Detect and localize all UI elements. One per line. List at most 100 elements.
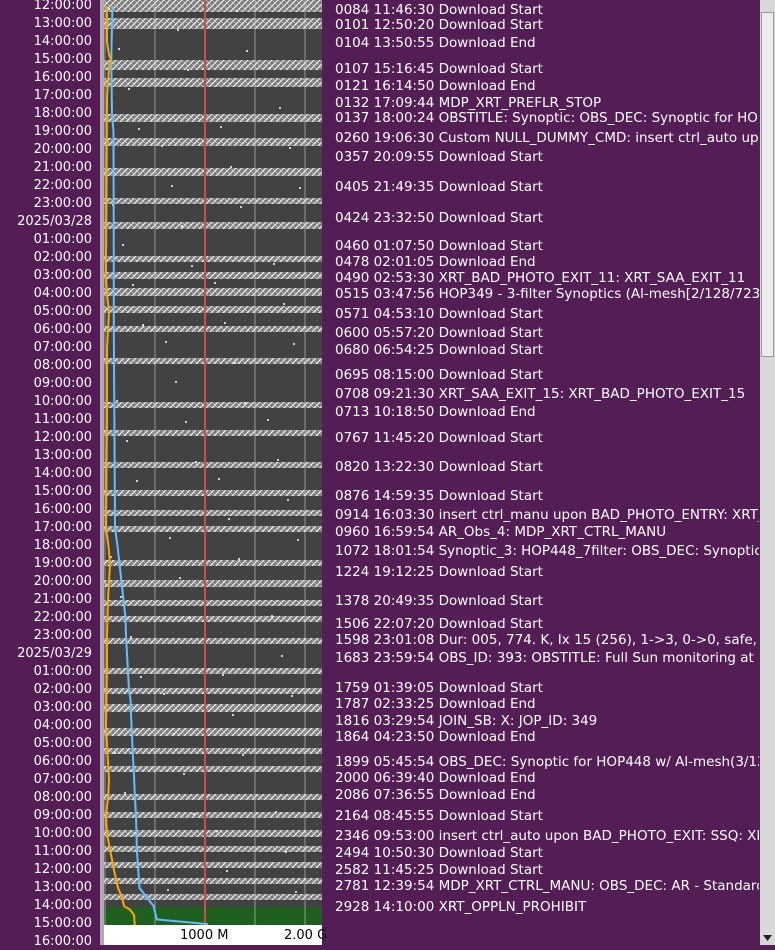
download-band: [104, 580, 322, 587]
download-band: [104, 878, 322, 884]
sample-dot: [122, 244, 124, 246]
sample-dot: [130, 636, 132, 638]
sample-dot: [220, 126, 222, 128]
time-label: 20:00:00: [33, 574, 92, 589]
time-label: 09:00:00: [33, 808, 92, 823]
event-item: 2582 11:45:25 Download Start: [335, 861, 543, 878]
time-label: 2025/03/29: [17, 646, 92, 661]
time-label: 04:00:00: [33, 286, 92, 301]
time-label: 21:00:00: [33, 160, 92, 175]
download-band: [104, 358, 322, 364]
time-label: 11:00:00: [33, 412, 92, 427]
time-label: 20:00:00: [33, 142, 92, 157]
event-item: 1378 20:49:35 Download Start: [335, 592, 543, 609]
download-band: [104, 704, 322, 712]
event-item: 1759 01:39:05 Download Start: [335, 679, 543, 696]
event-item: 0876 14:59:35 Download Start: [335, 487, 543, 504]
event-item: 0424 23:32:50 Download Start: [335, 209, 543, 226]
event-item: 1224 19:12:25 Download Start: [335, 563, 543, 580]
download-band: [104, 430, 322, 436]
scroll-thumb[interactable]: [761, 12, 774, 357]
sample-dot: [142, 324, 144, 326]
event-item: 0960 16:59:54 AR_Obs_4: MDP_XRT_CTRL_MAN…: [335, 523, 667, 540]
time-label: 11:00:00: [33, 844, 92, 859]
time-label: 17:00:00: [33, 88, 92, 103]
download-band: [104, 894, 322, 900]
download-band: [104, 490, 322, 496]
sample-dot: [161, 145, 163, 147]
download-band: [104, 18, 322, 29]
event-item: 0490 02:53:30 XRT_BAD_PHOTO_EXIT_11: XRT…: [335, 270, 746, 287]
download-band: [104, 272, 322, 279]
time-label: 09:00:00: [33, 376, 92, 391]
sample-dot: [173, 733, 175, 735]
sample-dot: [136, 480, 138, 482]
cumulative-volume-line: [110, 5, 208, 925]
event-item: 0132 17:09:44 MDP_XRT_PREFLR_STOP: [335, 94, 602, 111]
sample-dot: [110, 556, 112, 558]
sample-dot: [285, 851, 287, 853]
time-label: 03:00:00: [33, 700, 92, 715]
download-band: [104, 114, 322, 122]
event-item: 0708 09:21:30 XRT_SAA_EXIT_15: XRT_BAD_P…: [335, 386, 746, 403]
plot-canvas: [104, 0, 322, 925]
sample-dot: [242, 754, 244, 756]
sample-dot: [287, 499, 289, 501]
download-band: [104, 198, 322, 204]
chevron-down-icon: [763, 935, 772, 941]
time-label: 10:00:00: [33, 826, 92, 841]
sample-dot: [116, 400, 118, 402]
sample-dot: [128, 88, 130, 90]
time-label: 08:00:00: [33, 358, 92, 373]
time-label: 19:00:00: [33, 556, 92, 571]
sample-dot: [299, 187, 301, 189]
x-tick-2g: 2.00 G: [284, 928, 328, 943]
sample-dot: [118, 48, 120, 50]
time-axis: 12:00:00 13:00:00 14:00:00 15:00:00 16:00:00…: [0, 0, 92, 949]
download-band: [104, 830, 322, 837]
sample-dot: [289, 147, 291, 149]
data-volume-plot: [104, 0, 322, 925]
scrollbar[interactable]: [760, 0, 775, 945]
time-label: 13:00:00: [33, 880, 92, 895]
event-item: 0914 16:03:30 insert ctrl_manu upon BAD_…: [335, 507, 759, 524]
download-band: [104, 600, 322, 606]
event-item: 0260 19:06:30 Custom NULL_DUMMY_CMD: ins…: [335, 129, 759, 146]
download-band: [104, 560, 322, 566]
event-item: 0767 11:45:20 Download Start: [335, 429, 543, 446]
event-item: 0571 04:53:10 Download Start: [335, 305, 543, 322]
download-band: [104, 862, 322, 868]
time-label: 14:00:00: [33, 34, 92, 49]
event-item: 2781 12:39:54 MDP_XRT_CTRL_MANU: OBS_DEC…: [335, 877, 759, 894]
event-item: 1072 18:01:54 Synoptic_3: HOP448_7filter…: [335, 542, 759, 559]
event-item: 1683 23:59:54 OBS_ID: 393: OBSTITLE: Ful…: [335, 649, 759, 666]
sample-dot: [267, 419, 269, 421]
download-band: [104, 462, 322, 468]
sample-dot: [238, 558, 240, 560]
sample-dot: [179, 577, 181, 579]
download-band: [104, 616, 322, 622]
event-item: 0357 20:09:55 Download Start: [335, 148, 543, 165]
download-band: [104, 638, 322, 644]
scroll-down-button[interactable]: [760, 931, 775, 945]
sample-dot: [295, 891, 297, 893]
sample-dot: [277, 459, 279, 461]
event-item: 0600 05:57:20 Download Start: [335, 325, 543, 342]
time-label: 23:00:00: [33, 196, 92, 211]
time-label: 14:00:00: [33, 898, 92, 913]
sample-dot: [185, 421, 187, 423]
sample-dot: [140, 676, 142, 678]
time-label: 22:00:00: [33, 610, 92, 625]
download-band: [104, 766, 322, 772]
time-label: 05:00:00: [33, 304, 92, 319]
time-label: 13:00:00: [33, 448, 92, 463]
scroll-up-button[interactable]: [760, 0, 775, 12]
time-label: 13:00:00: [33, 16, 92, 31]
sample-dot: [275, 811, 277, 813]
sample-dot: [165, 341, 167, 343]
event-item: 2086 07:36:55 Download End: [335, 787, 536, 804]
event-item: 0713 10:18:50 Download End: [335, 403, 536, 420]
sample-dot: [230, 166, 232, 168]
time-label: 07:00:00: [33, 772, 92, 787]
time-label: 12:00:00: [33, 0, 92, 13]
